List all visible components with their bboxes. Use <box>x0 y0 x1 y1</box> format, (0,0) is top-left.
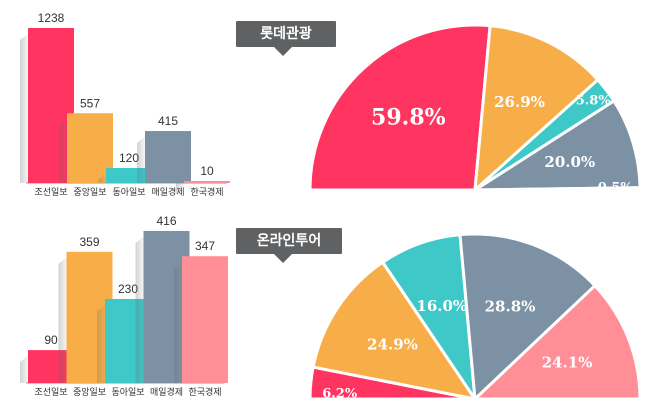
bar-shadow <box>174 260 184 383</box>
bar <box>67 113 113 183</box>
category-label: 조선일보 <box>34 387 67 398</box>
bar-value-label: 415 <box>158 114 178 128</box>
bar-shadow <box>98 171 108 183</box>
pie-chart-bottom: 6.2% 24.9% 16.0% 28.8% 24.1% <box>308 232 642 402</box>
category-label: 중앙일보 <box>73 386 106 398</box>
bar-value-label: 347 <box>195 239 215 253</box>
bar-value-label: 359 <box>79 235 99 249</box>
category-label: 동아일보 <box>111 387 144 398</box>
bar-value-label: 230 <box>118 282 138 296</box>
bar-value-label: 1238 <box>38 11 65 25</box>
bar-shadow <box>97 302 107 383</box>
pie-chart-top: 59.8% 26.9% 5.8% 20.0%0.5% <box>308 23 642 196</box>
bar-value-label: 90 <box>44 333 58 347</box>
pie-slice <box>308 23 492 192</box>
bar-shadow <box>20 354 30 383</box>
category-label: 한국경제 <box>188 386 221 398</box>
pie-value-label: 5.8% <box>576 94 612 109</box>
bar-value-label: 120 <box>119 151 139 165</box>
pie-title-bottom: 온라인투어 <box>236 228 342 263</box>
bar-shadow <box>20 32 30 183</box>
bar-value-label: 416 <box>156 214 176 228</box>
bar-shadow <box>137 135 147 183</box>
category-label: 한국경제 <box>190 186 223 198</box>
pie-slice <box>473 186 642 192</box>
bar-shadow <box>59 117 69 183</box>
pie-slice <box>458 232 597 401</box>
bar-value-label: 10 <box>200 164 214 178</box>
pie-value-label: 24.9% <box>367 336 418 354</box>
pie-value-label: 59.8% <box>371 105 446 131</box>
bar-chart-bottom: 90 조선일보 359 중앙일보 230 동아일보 416 매일경제 347 한국경제 <box>20 214 228 398</box>
bar <box>145 131 191 183</box>
bar-shadow <box>176 183 186 193</box>
pie-title-top: 롯데관광 <box>236 21 336 56</box>
pie-value-label: 24.1% <box>542 354 593 372</box>
pie-value-label: 20.0% <box>544 153 595 171</box>
category-label: 조선일보 <box>34 187 67 198</box>
bar-shadow <box>58 255 69 383</box>
category-label: 매일경제 <box>150 386 183 398</box>
bar <box>182 256 228 383</box>
pie-value-label: 28.8% <box>485 298 536 316</box>
pie-value-label: 26.9% <box>494 93 545 111</box>
category-label: 동아일보 <box>112 187 145 198</box>
pie-slice <box>473 24 600 192</box>
bar <box>184 181 230 183</box>
bar-value-label: 557 <box>80 96 100 110</box>
pie-value-label: 6.2% <box>322 387 358 402</box>
category-label: 중앙일보 <box>73 186 106 198</box>
pie-slice <box>473 284 642 401</box>
pie-slice <box>473 99 642 192</box>
pie-slice <box>311 260 477 401</box>
pie-value-label: 0.5% <box>598 181 634 196</box>
bar-shadow <box>135 235 146 383</box>
pie-value-label: 16.0% <box>416 297 467 315</box>
